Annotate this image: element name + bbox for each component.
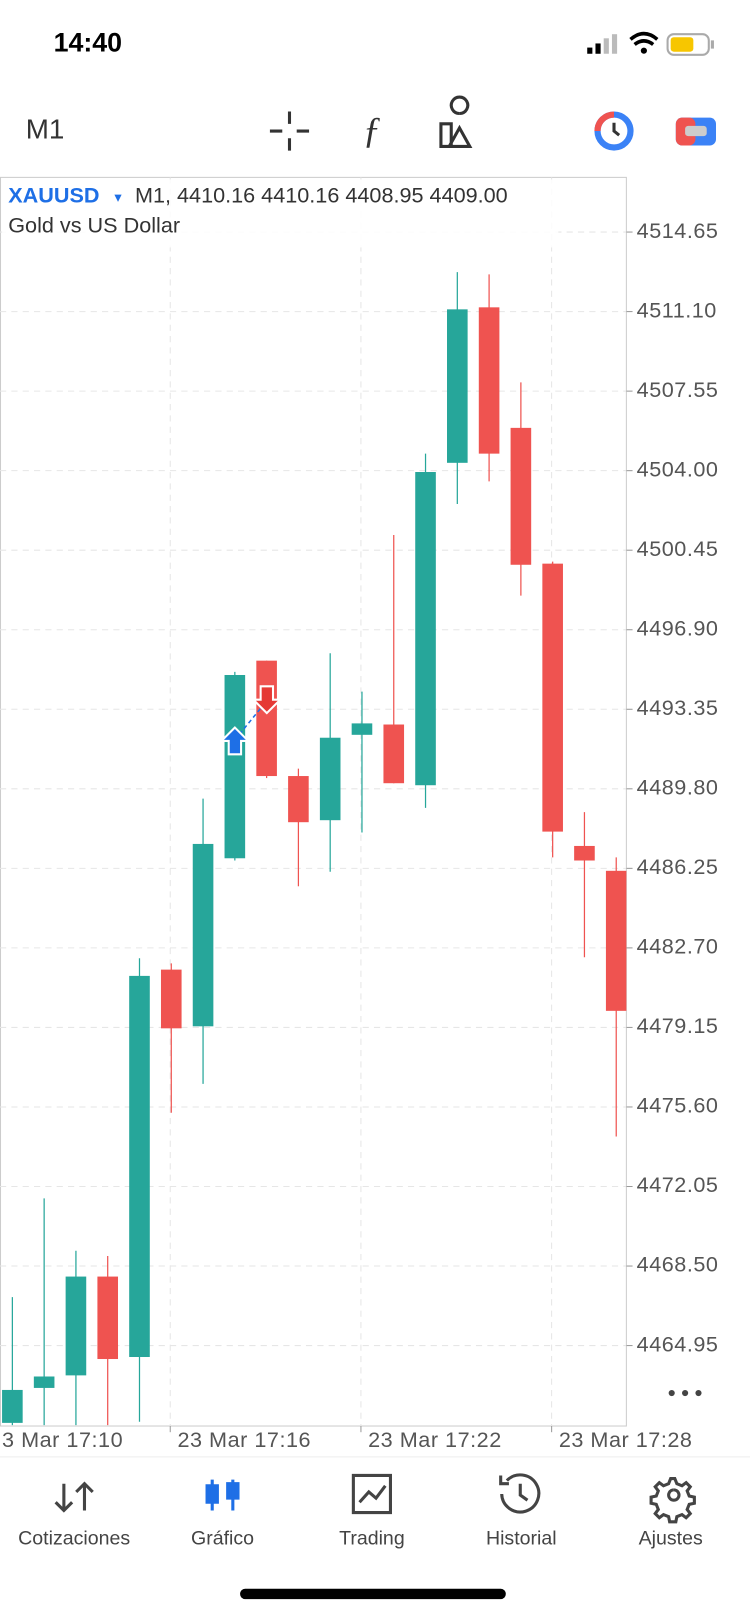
more-button[interactable] (668, 1389, 702, 1397)
crosshair-button[interactable] (269, 111, 310, 151)
x-axis: 3 Mar 17:10 23 Mar 17:16 23 Mar 17:22 23 Ma… (2, 1426, 692, 1452)
trade-button[interactable] (675, 117, 717, 146)
x-tick-label: 23 Mar 17:28 (559, 1427, 693, 1452)
one-click-button[interactable] (594, 111, 634, 151)
candle-body (542, 563, 563, 832)
grid: 4514.65 4511.10 4507.55 4504.00 4500.45 4496.… (0, 177, 719, 1427)
indicators-button[interactable]: ƒ (363, 111, 382, 152)
candle-body (97, 1276, 119, 1360)
y-tick-label: 4507.55 (637, 377, 719, 402)
candle-body (256, 660, 277, 777)
tab-label[interactable]: Cotizaciones (18, 1528, 130, 1550)
y-tick-label: 4493.35 (637, 695, 719, 720)
candle-body (288, 776, 309, 823)
y-tick-label: 4464.95 (637, 1331, 719, 1356)
tab-label[interactable]: Trading (339, 1528, 405, 1550)
y-tick-label: 4472.05 (637, 1172, 719, 1197)
candle-body (192, 843, 214, 1027)
candle-body (65, 1276, 87, 1376)
x-tick-label: 3 Mar 17:10 (2, 1427, 123, 1452)
candles (2, 272, 627, 1426)
tab-label[interactable]: Historial (486, 1528, 557, 1550)
tab-label[interactable]: Gráfico (191, 1528, 254, 1550)
y-tick-label: 4489.80 (637, 775, 719, 800)
candle-body (478, 307, 500, 454)
y-tick-label: 4468.50 (637, 1252, 719, 1277)
symbol-caret[interactable]: ▾ (114, 190, 121, 206)
tab-label[interactable]: Ajustes (639, 1528, 703, 1550)
trade-markers (219, 685, 283, 756)
candle-body (160, 969, 182, 1029)
candle-body (224, 674, 246, 859)
candle-body (415, 472, 436, 786)
tab-icon[interactable] (205, 1479, 240, 1511)
x-tick-label: 23 Mar 17:16 (177, 1427, 311, 1452)
candle-body (319, 737, 341, 821)
candle-body (351, 723, 373, 735)
y-tick-label: 4511.10 (637, 297, 717, 322)
candle-body (383, 724, 405, 784)
x-tick-label: 23 Mar 17:22 (368, 1427, 502, 1452)
symbol[interactable]: XAUUSD (8, 183, 99, 208)
y-tick-label: 4496.90 (637, 615, 719, 640)
y-tick-label: 4486.25 (637, 854, 719, 879)
y-tick-label: 4475.60 (637, 1093, 719, 1118)
candle-body (510, 427, 532, 565)
home-indicator (240, 1588, 506, 1600)
y-tick-label: 4482.70 (637, 934, 719, 959)
tab-icon[interactable] (499, 1473, 541, 1514)
y-tick-label: 4514.65 (637, 218, 719, 243)
candle-body (2, 1389, 23, 1423)
info-bg (2, 179, 559, 248)
y-tick-label: 4500.45 (637, 536, 719, 561)
candle-body (33, 1376, 55, 1388)
y-tick-label: 4504.00 (637, 456, 719, 481)
y-tick-label: 4479.15 (637, 1013, 719, 1038)
status-time: 14:40 (54, 28, 122, 58)
objects-button[interactable] (439, 95, 473, 149)
candle-body (605, 870, 627, 1011)
ohlc-header: M1, 4410.16 4410.16 4408.95 4409.00 (135, 183, 508, 208)
tab-bar: Cotizaciones Gráfico Trading Historial Ajust… (18, 1473, 703, 1550)
timeframe-button[interactable]: M1 (26, 113, 65, 144)
candle-body (129, 975, 150, 1358)
tab-icon[interactable] (351, 1473, 392, 1515)
subtitle: Gold vs US Dollar (8, 213, 180, 238)
candle-body (447, 309, 468, 463)
plot-frame (0, 176, 627, 1427)
status-icons (587, 31, 714, 56)
tab-icon[interactable] (54, 1481, 94, 1513)
candle-body (574, 845, 595, 861)
tab-icon[interactable] (649, 1477, 696, 1524)
